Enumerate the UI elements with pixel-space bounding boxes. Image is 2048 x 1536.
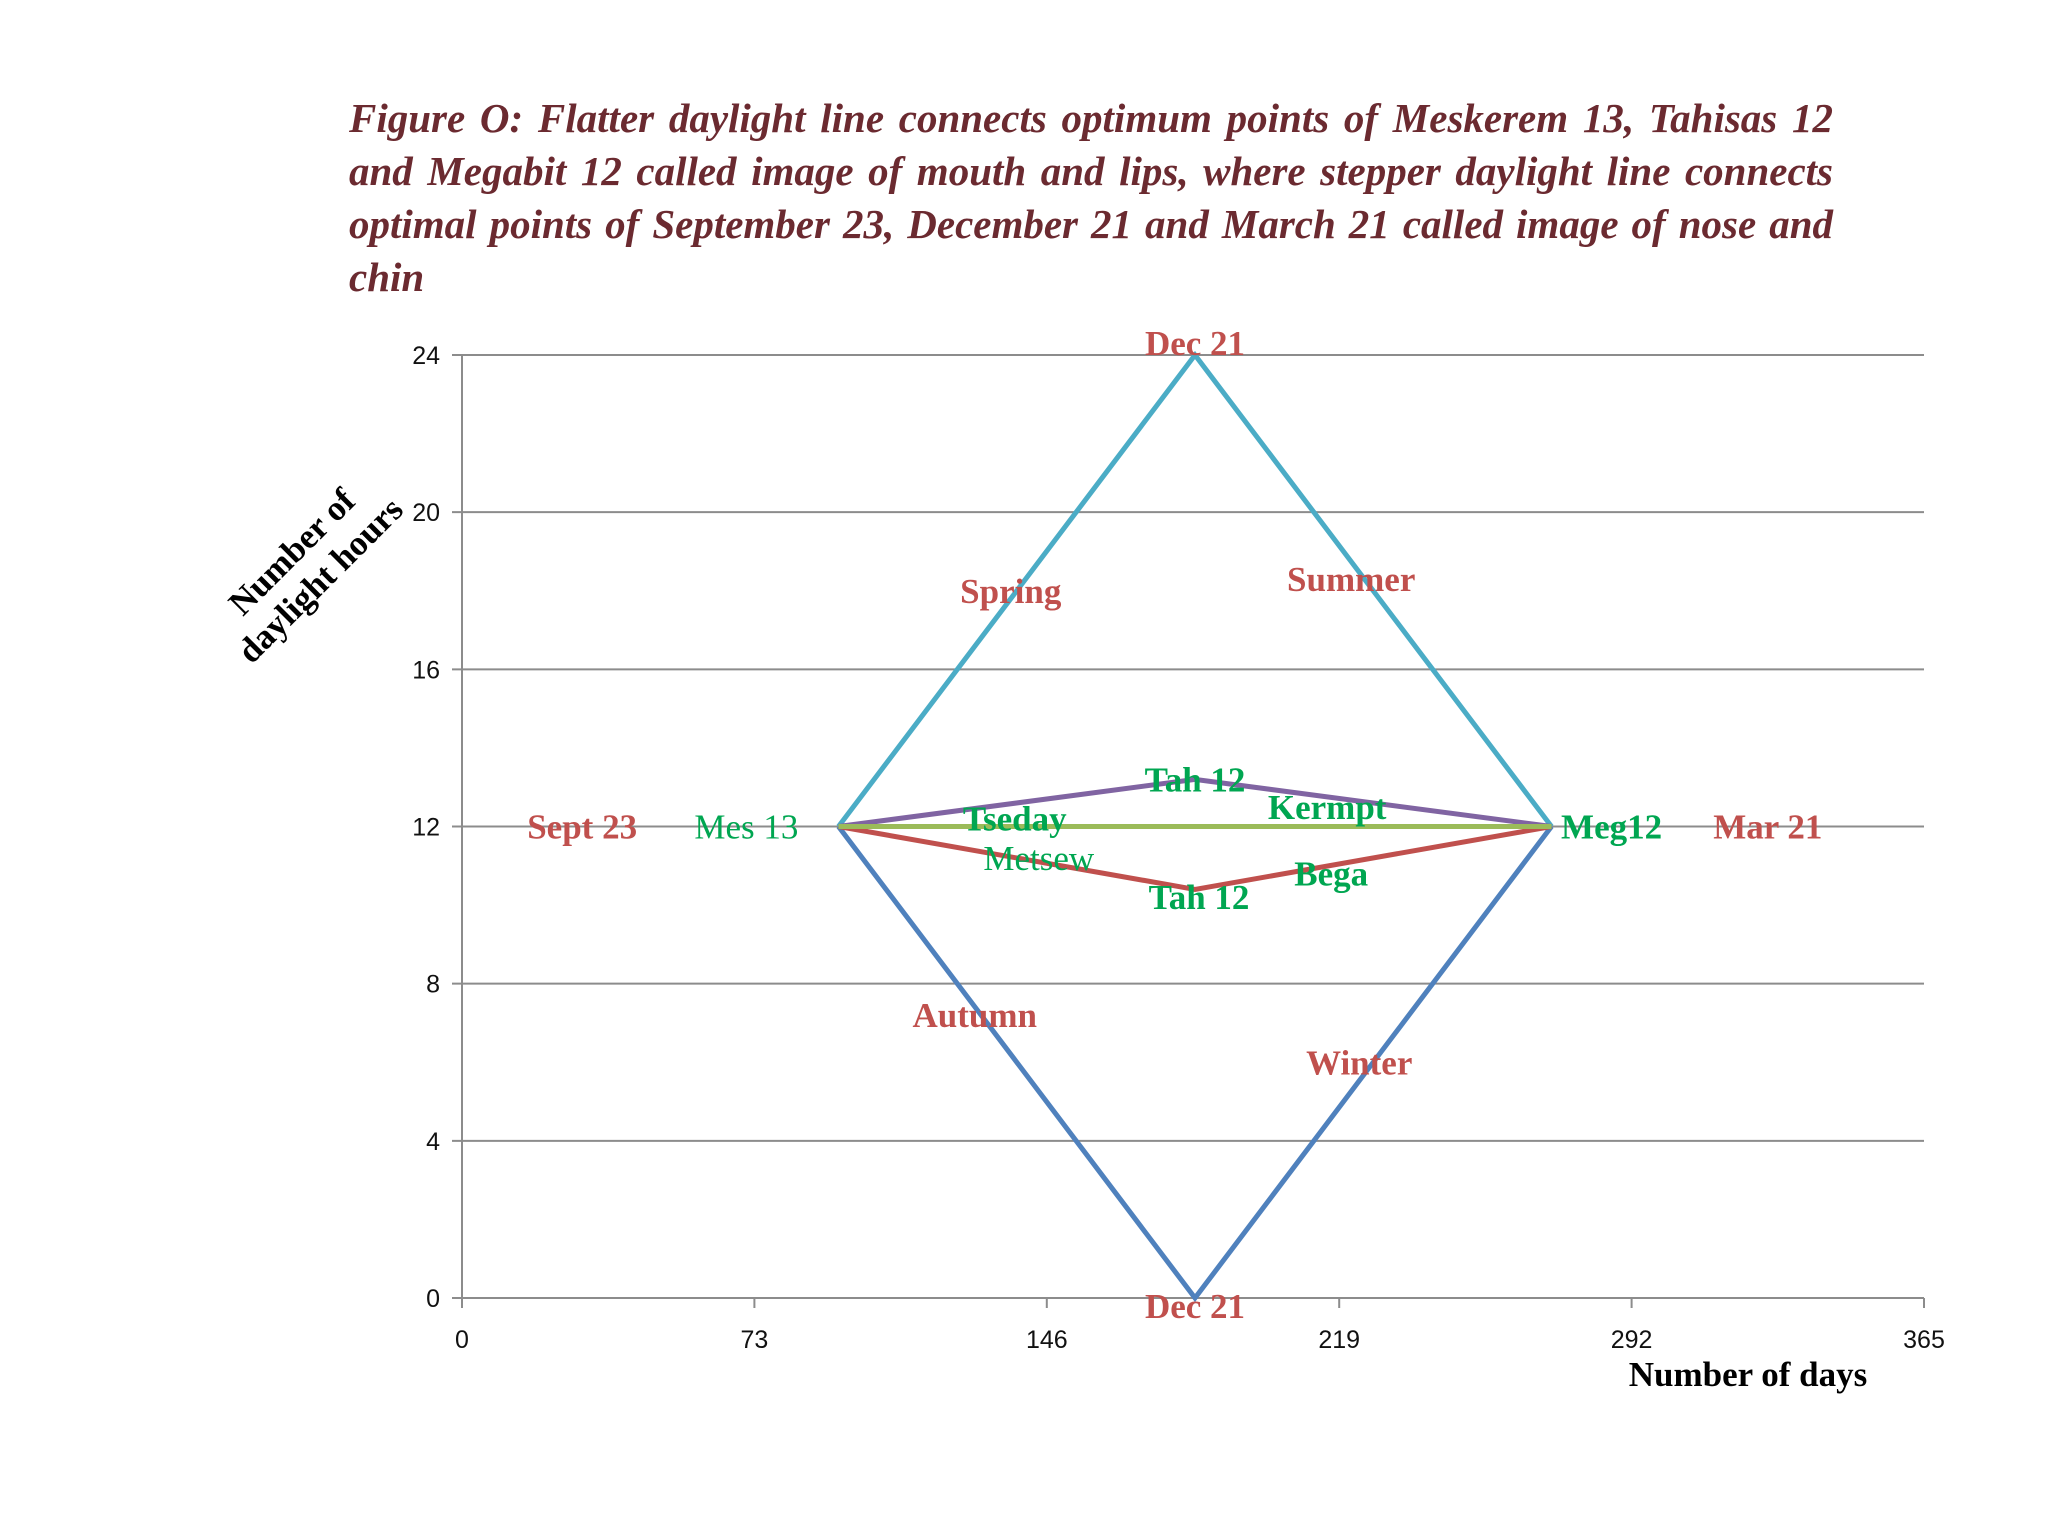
y-axis-title: Number ofdaylight hours xyxy=(201,461,410,670)
y-tick-label: 20 xyxy=(412,499,440,527)
chart-annotation: Dec 21 xyxy=(1145,324,1245,363)
chart-annotation: Spring xyxy=(960,572,1062,611)
chart-annotation: Bega xyxy=(1294,855,1368,894)
chart-annotation: Mar 21 xyxy=(1713,808,1822,847)
figure-caption: Figure O: Flatter daylight line connects… xyxy=(349,95,1833,300)
y-tick-label: 24 xyxy=(412,342,440,370)
chart-annotation: Mes 13 xyxy=(694,808,798,847)
series-line xyxy=(836,824,1554,1303)
chart-annotation: Summer xyxy=(1287,560,1415,599)
x-tick-label: 73 xyxy=(740,1326,768,1354)
x-tick-label: 146 xyxy=(1026,1326,1068,1354)
annotations: Dec 21 Spring Summer Tah 12 Kermpt Tseday Sept… xyxy=(527,324,1822,1326)
tick-labels: 0 4 8 12 16 20 24 0 73 146 219 292 365 xyxy=(412,342,1945,1354)
y-tick-label: 0 xyxy=(426,1285,440,1313)
x-tick-label: 0 xyxy=(455,1326,469,1354)
chart-annotation: Tah 12 xyxy=(1149,878,1250,917)
axes xyxy=(461,355,1925,1308)
chart-annotation: Tah 12 xyxy=(1145,760,1246,799)
chart-annotation: Tseday xyxy=(963,800,1067,839)
y-tick-label: 8 xyxy=(426,971,440,999)
chart-annotation: Metsew xyxy=(983,839,1095,878)
chart-annotation: Winter xyxy=(1306,1043,1412,1082)
y-tick-label: 16 xyxy=(412,656,440,684)
x-tick-label: 292 xyxy=(1611,1326,1653,1354)
y-tick-label: 12 xyxy=(412,814,440,842)
x-tick-label: 219 xyxy=(1318,1326,1360,1354)
chart-annotation: Sept 23 xyxy=(527,808,637,847)
series-line xyxy=(836,350,1554,829)
series-line xyxy=(838,824,1552,892)
chart-annotation: Kermpt xyxy=(1268,788,1387,827)
chart-annotation: Autumn xyxy=(912,996,1036,1035)
series-lines xyxy=(836,350,1554,1303)
chart-annotation: Meg12 xyxy=(1561,808,1662,847)
x-tick-label: 365 xyxy=(1903,1326,1945,1354)
chart-annotation: Dec 21 xyxy=(1145,1287,1245,1326)
y-tick-label: 4 xyxy=(426,1128,440,1156)
x-axis-title: Number of days xyxy=(1629,1355,1868,1394)
series-line xyxy=(838,776,1552,829)
